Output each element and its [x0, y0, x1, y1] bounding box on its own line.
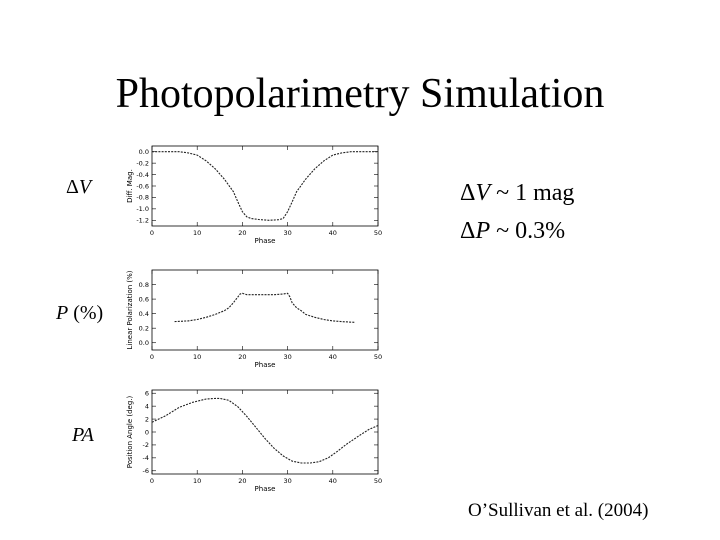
y-tick-label: 0.4: [139, 310, 149, 318]
plot-frame: [151, 145, 379, 227]
delta-v-plot: 0 10 20 30 40 50 0.0 -0.2 -0.4 -0.6 -0.8 -1.0 -1.2 Ph…: [126, 145, 382, 245]
series-line: [152, 151, 378, 221]
x-tick-label: 20: [238, 353, 246, 361]
x-tick-label: 0: [150, 229, 154, 237]
plot-frame: [151, 389, 379, 475]
y-tick-label: -6: [143, 467, 149, 475]
note-delta-v-value: ~ 1 mag: [490, 180, 575, 206]
position-angle-var: PA: [72, 424, 94, 446]
citation: O’Sullivan et al. (2004): [468, 500, 649, 521]
y-axis-title: Position Angle (deg.): [126, 395, 134, 468]
polarization-label: P (%): [56, 302, 103, 325]
polarization-var: P: [56, 302, 69, 324]
x-tick-label: 40: [329, 229, 337, 237]
y-tick-label: 0.6: [139, 295, 149, 303]
note-delta-p: ΔP ~ 0.3%: [460, 218, 565, 245]
y-axis-title: Diff. Mag.: [126, 169, 134, 203]
x-tick-label: 30: [283, 229, 291, 237]
y-tick-label: 0.8: [139, 281, 149, 289]
y-tick-label: -0.4: [136, 171, 149, 179]
x-tick-label: 40: [329, 353, 337, 361]
x-tick-label: 30: [283, 477, 291, 485]
x-axis-title: Phase: [255, 237, 276, 245]
y-tick-label: 0.2: [139, 324, 149, 332]
x-axis-title: Phase: [255, 361, 276, 369]
y-tick-label: 0.0: [139, 148, 149, 156]
y-tick-label: -0.2: [136, 159, 149, 167]
polarization-plot: 0 10 20 30 40 50 0.0 0.2 0.4 0.6 0.8 Phase Linear Po…: [126, 269, 382, 369]
series-line: [174, 292, 356, 323]
note-delta-v-symbol: Δ: [460, 180, 476, 206]
slide-title: Photopolarimetry Simulation: [115, 71, 605, 117]
y-tick-label: -2: [143, 441, 149, 449]
y-tick-label: 0.0: [139, 339, 149, 347]
x-tick-label: 0: [150, 477, 154, 485]
y-tick-label: 6: [145, 390, 149, 398]
x-tick-label: 0: [150, 353, 154, 361]
plot-frame: [151, 269, 379, 351]
x-tick-label: 10: [193, 353, 201, 361]
note-delta-v: ΔV ~ 1 mag: [460, 180, 574, 207]
x-tick-label: 10: [193, 477, 201, 485]
x-tick-label: 10: [193, 229, 201, 237]
x-tick-label: 20: [238, 477, 246, 485]
x-tick-label: 40: [329, 477, 337, 485]
x-tick-label: 20: [238, 229, 246, 237]
series-line: [151, 397, 379, 464]
x-tick-label: 50: [374, 477, 382, 485]
position-angle-label: PA: [72, 424, 94, 447]
y-tick-label: 0: [145, 428, 149, 436]
y-axis-title: Linear Polarization (%): [126, 270, 134, 349]
x-axis-title: Phase: [255, 485, 276, 493]
note-delta-p-symbol: Δ: [460, 218, 476, 244]
note-delta-v-var: V: [475, 180, 491, 206]
y-tick-label: 2: [145, 415, 149, 423]
polarization-unit: (%): [68, 302, 104, 324]
x-tick-label: 50: [374, 229, 382, 237]
delta-v-symbol: Δ: [66, 176, 79, 198]
y-tick-label: -0.6: [136, 182, 149, 190]
y-tick-label: -4: [143, 454, 149, 462]
y-tick-label: 4: [145, 402, 149, 410]
x-tick-label: 50: [374, 353, 382, 361]
note-delta-p-var: P: [475, 218, 491, 244]
x-tick-label: 30: [283, 353, 291, 361]
y-tick-label: -1.0: [136, 205, 149, 213]
delta-v-var: V: [78, 176, 92, 198]
note-delta-p-value: ~ 0.3%: [490, 218, 566, 244]
y-tick-label: -1.2: [136, 217, 149, 225]
y-tick-label: -0.8: [136, 194, 149, 202]
delta-v-label: ΔV: [66, 176, 91, 199]
